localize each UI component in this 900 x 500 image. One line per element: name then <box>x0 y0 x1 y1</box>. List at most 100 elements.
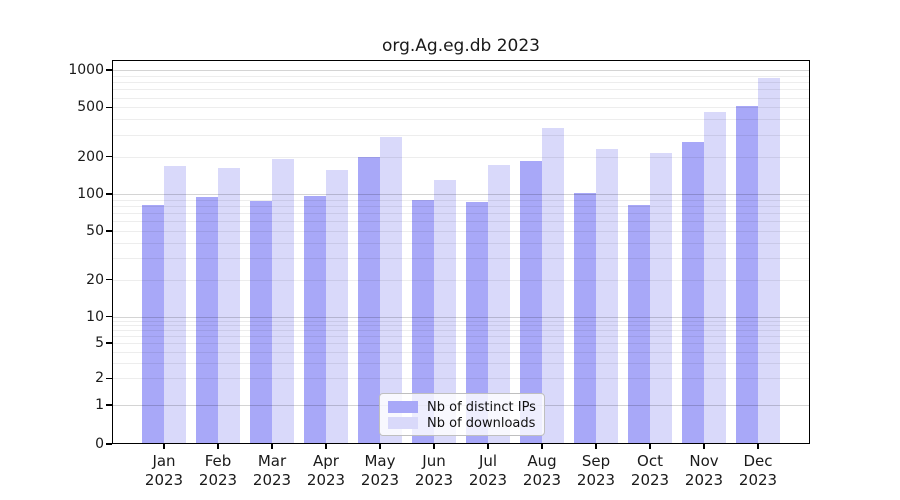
bar-downloads-mar <box>272 159 294 444</box>
gridline-minor <box>112 378 810 380</box>
y-tick-mark <box>106 342 112 344</box>
legend-label-downloads: Nb of downloads <box>427 415 536 431</box>
bar-distinct-ips-feb <box>196 197 218 444</box>
x-axis-tick-label: May 2023 <box>360 452 400 489</box>
y-tick-mark <box>106 230 112 232</box>
gridline-minor <box>112 212 810 214</box>
gridline-minor <box>112 258 810 260</box>
legend-swatch-distinct-ips <box>388 401 418 413</box>
gridline-minor <box>112 119 810 121</box>
y-axis-tick-label: 2 <box>95 370 104 387</box>
x-axis-tick-label: Sep 2023 <box>576 452 616 489</box>
x-tick-mark <box>271 444 273 449</box>
gridline-minor <box>112 336 810 338</box>
y-axis-tick-label: 1 <box>95 397 104 413</box>
x-axis-tick-label: Jun 2023 <box>414 452 454 489</box>
x-axis-tick-label: Oct 2023 <box>630 452 670 489</box>
y-axis-tick-label: 20 <box>86 271 104 288</box>
x-axis-tick-label: Apr 2023 <box>306 452 346 489</box>
bar-distinct-ips-aug <box>520 160 542 444</box>
gridline-minor <box>112 82 810 84</box>
bar-distinct-ips-jul <box>466 202 488 444</box>
y-tick-mark <box>106 106 112 109</box>
gridline-minor <box>112 362 810 364</box>
bar-downloads-dec <box>758 77 780 444</box>
gridline-minor <box>112 134 810 136</box>
x-axis-tick-label: Jul 2023 <box>468 452 508 489</box>
x-axis-tick-label: Dec 2023 <box>738 452 778 489</box>
gridline-minor <box>112 97 810 99</box>
x-tick-mark <box>757 444 759 449</box>
bar-downloads-feb <box>218 168 240 444</box>
gridline-minor <box>112 343 810 345</box>
x-tick-mark <box>487 444 489 449</box>
legend: Nb of distinct IPs Nb of downloads <box>379 393 545 436</box>
bar-downloads-sep <box>596 149 618 444</box>
y-axis-tick-label: 50 <box>86 222 104 239</box>
y-axis-tick-label: 10 <box>86 308 104 325</box>
gridline-minor <box>112 351 810 353</box>
gridline-minor <box>112 320 810 322</box>
gridline-major <box>112 70 810 71</box>
bar-distinct-ips-mar <box>250 200 272 444</box>
bar-distinct-ips-apr <box>304 196 326 444</box>
y-tick-mark <box>106 69 112 71</box>
bar-downloads-aug <box>542 128 564 444</box>
y-tick-mark <box>106 377 112 380</box>
bar-downloads-jan <box>164 166 186 444</box>
legend-row: Nb of downloads <box>388 415 536 431</box>
bar-distinct-ips-sep <box>574 192 596 444</box>
x-tick-mark <box>433 444 435 449</box>
x-tick-mark <box>541 444 543 449</box>
x-axis-tick-label: Mar 2023 <box>252 452 292 489</box>
gridline-minor <box>112 242 810 244</box>
gridline-minor <box>112 199 810 201</box>
legend-label-distinct-ips: Nb of distinct IPs <box>427 399 536 415</box>
gridline-minor <box>112 230 810 232</box>
x-tick-mark <box>649 444 651 449</box>
x-axis-tick-label: Nov 2023 <box>684 452 724 489</box>
x-tick-mark <box>379 444 381 449</box>
bar-distinct-ips-oct <box>628 204 650 444</box>
gridline-minor <box>112 279 810 281</box>
x-tick-mark <box>163 444 165 449</box>
bar-distinct-ips-jun <box>412 199 434 444</box>
bar-downloads-nov <box>704 112 726 444</box>
x-tick-mark <box>217 444 219 449</box>
y-tick-mark <box>106 155 112 158</box>
gridline-minor <box>112 75 810 77</box>
y-tick-mark <box>106 443 112 445</box>
gridline-minor <box>112 205 810 207</box>
gridline-major <box>112 194 810 195</box>
x-axis-tick-label: Feb 2023 <box>198 452 238 489</box>
legend-swatch-downloads <box>388 417 418 429</box>
chart-title: org.Ag.eg.db 2023 <box>381 36 540 56</box>
gridline-minor <box>112 107 810 109</box>
x-axis-tick-label: Aug 2023 <box>522 452 562 489</box>
legend-row: Nb of distinct IPs <box>388 399 536 415</box>
y-axis-tick-label: 100 <box>77 186 104 202</box>
y-tick-mark <box>106 193 112 195</box>
y-axis-tick-label: 500 <box>77 99 104 116</box>
bar-downloads-may <box>380 136 402 444</box>
gridline-minor <box>112 221 810 223</box>
y-tick-mark <box>106 404 112 406</box>
y-axis-tick-label: 0 <box>95 436 104 452</box>
bar-distinct-ips-dec <box>736 105 758 444</box>
y-tick-mark <box>106 278 112 281</box>
x-tick-mark <box>595 444 597 449</box>
y-axis-tick-label: 5 <box>95 335 104 352</box>
x-axis-tick-label: Jan 2023 <box>144 452 184 489</box>
gridline-minor <box>112 156 810 158</box>
gridline-minor <box>112 89 810 91</box>
bar-distinct-ips-nov <box>682 141 704 444</box>
gridline-minor <box>112 330 810 332</box>
y-tick-mark <box>106 315 112 318</box>
gridline-minor <box>112 325 810 327</box>
x-tick-mark <box>703 444 705 449</box>
gridline-major <box>112 316 810 318</box>
bar-downloads-oct <box>650 152 672 444</box>
bar-distinct-ips-jan <box>142 204 164 444</box>
x-tick-mark <box>325 444 327 449</box>
